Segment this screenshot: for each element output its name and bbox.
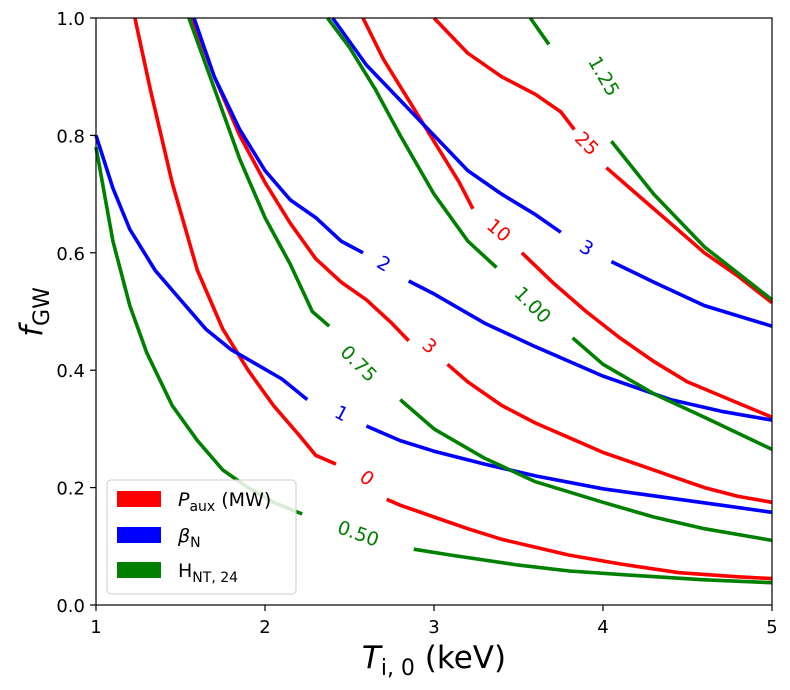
- hnt-contour-label-1-25: 1.25: [583, 53, 623, 101]
- betan-contour-2-segment-2: [407, 279, 773, 422]
- legend-label-paux: Paux (MW): [178, 489, 271, 515]
- betan-contour-3-segment-1: [331, 16, 562, 234]
- legend: Paux (MW) βN HNT, 24: [106, 479, 297, 595]
- y-tick-label-0-8: 0.8: [56, 126, 85, 147]
- hnt-contour-0-50-segment-1: [94, 146, 303, 516]
- hnt-contour-label-0-50: 0.50: [334, 517, 381, 552]
- hnt-contour-label-0-75: 0.75: [336, 341, 381, 386]
- y-tick-label-0-0: 0.0: [56, 596, 85, 617]
- betan-contour-3-segment-2: [610, 259, 773, 328]
- contour-lines: [94, 16, 774, 585]
- betan-contour-2-segment-1: [192, 17, 364, 255]
- paux-contour-3-segment-2: [446, 362, 773, 505]
- paux-contour-10-segment-2: [520, 251, 773, 419]
- paux-contour-label-0: 0: [355, 466, 378, 491]
- hnt-contour-1-00-segment-2: [571, 336, 773, 452]
- paux-contour-label-25: 25: [570, 128, 603, 161]
- x-tick-label-3: 3: [428, 617, 439, 638]
- paux-contour-3-segment-1: [190, 17, 410, 343]
- betan-contour-label-2: 2: [373, 252, 394, 277]
- x-tick-label-2: 2: [259, 617, 270, 638]
- legend-label-hnt: HNT, 24: [178, 560, 238, 586]
- legend-label-betan: βN: [177, 525, 201, 551]
- paux-contour-label-3: 3: [418, 334, 441, 359]
- legend-swatch-paux: [117, 491, 161, 507]
- x-tick-label-5: 5: [766, 617, 777, 638]
- hnt-contour-1-25-segment-1: [528, 16, 551, 46]
- betan-contour-label-1: 1: [331, 401, 352, 426]
- y-tick-label-1-0: 1.0: [56, 9, 85, 30]
- paux-contour-0-segment-1: [133, 17, 337, 466]
- x-axis-title: Ti, 0 (keV): [362, 640, 506, 681]
- hnt-contour-1-25-segment-2: [609, 140, 774, 302]
- y-tick-label-0-4: 0.4: [56, 361, 85, 382]
- hnt-contour-0-75-segment-1: [187, 17, 331, 328]
- contour-labels: 0 3 10 25 1 2 3 0.50 0.75 1.00 1.25: [331, 53, 624, 552]
- axis-ticks: 1 2 3 4 5 0.0 0.2 0.4 0.6 0.8 1.0: [56, 9, 777, 638]
- y-axis-title: fGW: [14, 287, 55, 337]
- legend-swatch-hnt: [117, 562, 161, 578]
- paux-contour-0-segment-2: [385, 497, 773, 581]
- hnt-contour-1-00-segment-1: [326, 16, 498, 269]
- y-tick-label-0-6: 0.6: [56, 244, 85, 265]
- hnt-contour-label-1-00: 1.00: [510, 283, 555, 328]
- paux-contour-10-segment-1: [361, 17, 475, 210]
- paux-contour-25-segment-1: [432, 16, 576, 131]
- betan-contour-label-3: 3: [575, 236, 597, 261]
- hnt-contour-0-75-segment-2: [399, 398, 773, 543]
- hnt-contour-0-50-segment-2: [413, 547, 773, 585]
- x-tick-label-1: 1: [90, 617, 101, 638]
- paux-contour-25-segment-2: [605, 166, 774, 305]
- x-tick-label-4: 4: [597, 617, 608, 638]
- betan-contour-1-segment-2: [365, 424, 773, 515]
- betan-contour-1-segment-1: [94, 134, 309, 401]
- legend-swatch-betan: [117, 527, 161, 543]
- y-tick-label-0-2: 0.2: [56, 479, 85, 500]
- paux-contour-label-10: 10: [482, 214, 515, 246]
